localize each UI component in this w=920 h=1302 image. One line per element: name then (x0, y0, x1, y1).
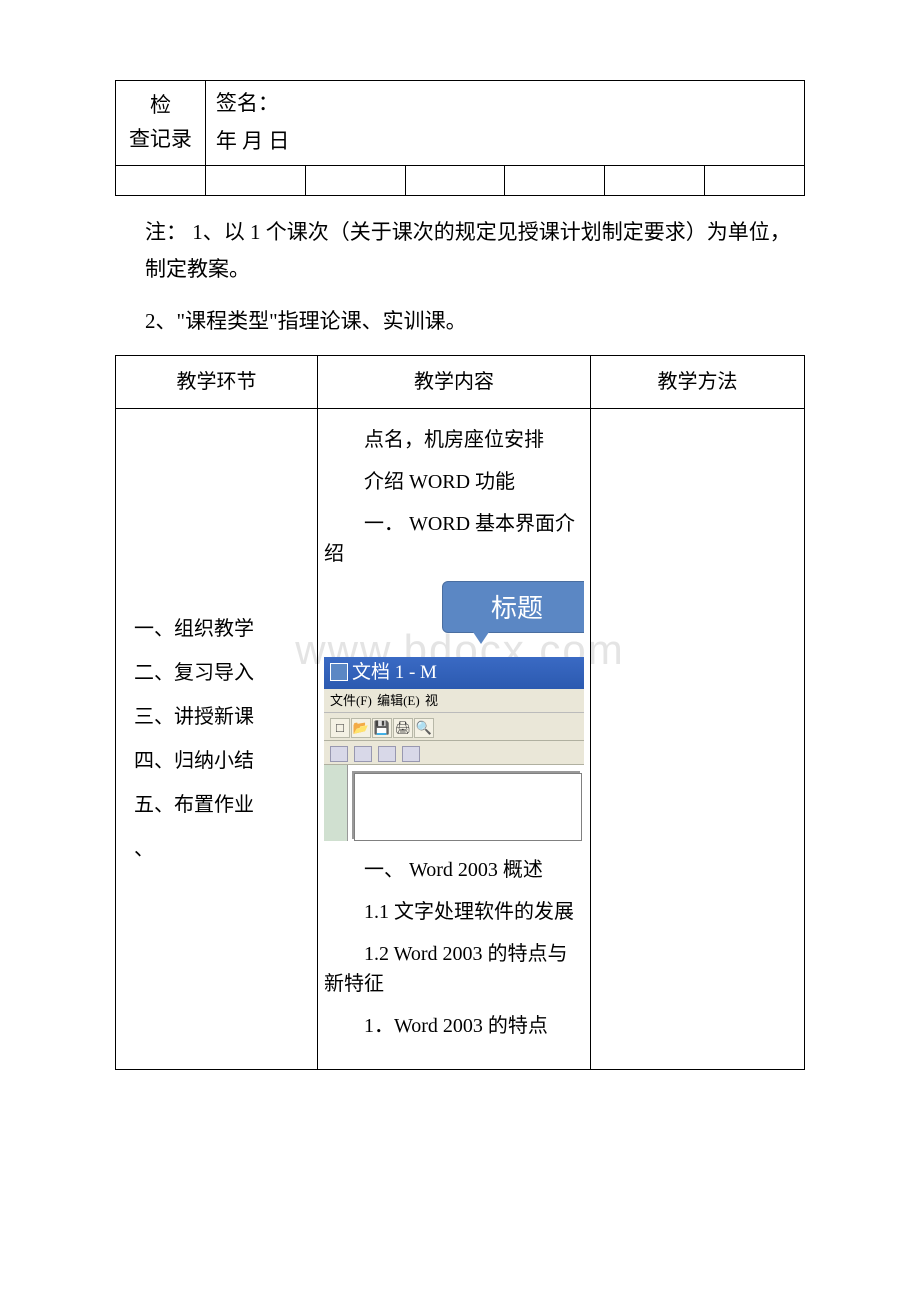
format-btn-icon (378, 746, 396, 762)
table-row (116, 165, 805, 195)
stage-item-2: 二、复习导入 (134, 651, 307, 695)
content-p4: 一、 Word 2003 概述 (324, 855, 584, 885)
menu-edit: 编辑(E) (377, 693, 420, 708)
stage-item-1: 一、组织教学 (134, 607, 307, 651)
word-app-icon (330, 663, 348, 681)
empty-cell (605, 165, 705, 195)
empty-cell (505, 165, 605, 195)
stage-item-5: 五、布置作业 (134, 783, 307, 827)
teaching-stage-cell: 一、组织教学 二、复习导入 三、讲授新课 四、归纳小结 五、布置作业 、 (116, 408, 318, 1069)
header-teaching-method: 教学方法 (590, 355, 804, 408)
stage-item-6: 、 (134, 827, 307, 871)
stage-item-3: 三、讲授新课 (134, 695, 307, 739)
teaching-table: 教学环节 教学内容 教学方法 一、组织教学 二、复习导入 三、讲授新课 四、归纳… (115, 355, 805, 1070)
teaching-content-cell: 点名，机房座位安排 介绍 WORD 功能 一． WORD 基本界面介绍 标题 文… (317, 408, 590, 1069)
signature-line: 签名： (216, 85, 794, 123)
signature-cell: 签名： 年 月 日 (205, 81, 804, 166)
word-title-text: 文档 1 - M (352, 662, 437, 683)
note-line-1: 注： 1、以 1 个课次（关于课次的规定见授课计划制定要求）为单位，制定教案。 (145, 214, 805, 290)
word-format-toolbar (324, 741, 584, 765)
notes-section: 注： 1、以 1 个课次（关于课次的规定见授课计划制定要求）为单位，制定教案。 … (115, 196, 805, 341)
format-btn-icon (354, 746, 372, 762)
save-icon: 💾 (372, 718, 392, 738)
print-icon: 🖨 (393, 718, 413, 738)
empty-cell (305, 165, 405, 195)
table-row: 检查记录 签名： 年 月 日 (116, 81, 805, 166)
date-line: 年 月 日 (216, 123, 794, 161)
signature-table: 检查记录 签名： 年 月 日 (115, 80, 805, 196)
header-teaching-stage: 教学环节 (116, 355, 318, 408)
empty-cell (205, 165, 305, 195)
menu-view: 视 (425, 693, 438, 708)
content-p1: 点名，机房座位安排 (324, 425, 584, 455)
format-btn-icon (402, 746, 420, 762)
table-body-row: 一、组织教学 二、复习导入 三、讲授新课 四、归纳小结 五、布置作业 、 点名，… (116, 408, 805, 1069)
empty-cell (705, 165, 805, 195)
content-p3: 一． WORD 基本界面介绍 (324, 509, 584, 569)
word-toolbar: □📂💾🖨🔍 (324, 713, 584, 741)
word-document-area (354, 773, 582, 841)
check-record-label: 检查记录 (116, 81, 206, 166)
balloon-label: 标题 (442, 581, 584, 633)
content-p6: 1.2 Word 2003 的特点与新特征 (324, 939, 584, 999)
menu-file: 文件(F) (330, 693, 372, 708)
empty-cell (116, 165, 206, 195)
word-menubar: 文件(F) 编辑(E) 视 (324, 689, 584, 713)
header-teaching-content: 教学内容 (317, 355, 590, 408)
stage-item-4: 四、归纳小结 (134, 739, 307, 783)
word-screenshot: 标题 文档 1 - M 文件(F) 编辑(E) 视 □📂💾🖨🔍 (324, 581, 584, 841)
content-p5: 1.1 文字处理软件的发展 (324, 897, 584, 927)
word-titlebar: 文档 1 - M (324, 657, 584, 689)
open-icon: 📂 (351, 718, 371, 738)
preview-icon: 🔍 (414, 718, 434, 738)
content-p7: 1．Word 2003 的特点 (324, 1011, 584, 1041)
content-p2: 介绍 WORD 功能 (324, 467, 584, 497)
new-doc-icon: □ (330, 718, 350, 738)
empty-cell (405, 165, 505, 195)
note-line-2: 2、"课程类型"指理论课、实训课。 (145, 303, 805, 341)
format-btn-icon (330, 746, 348, 762)
table-header-row: 教学环节 教学内容 教学方法 (116, 355, 805, 408)
teaching-method-cell (590, 408, 804, 1069)
word-sidebar (324, 765, 348, 841)
